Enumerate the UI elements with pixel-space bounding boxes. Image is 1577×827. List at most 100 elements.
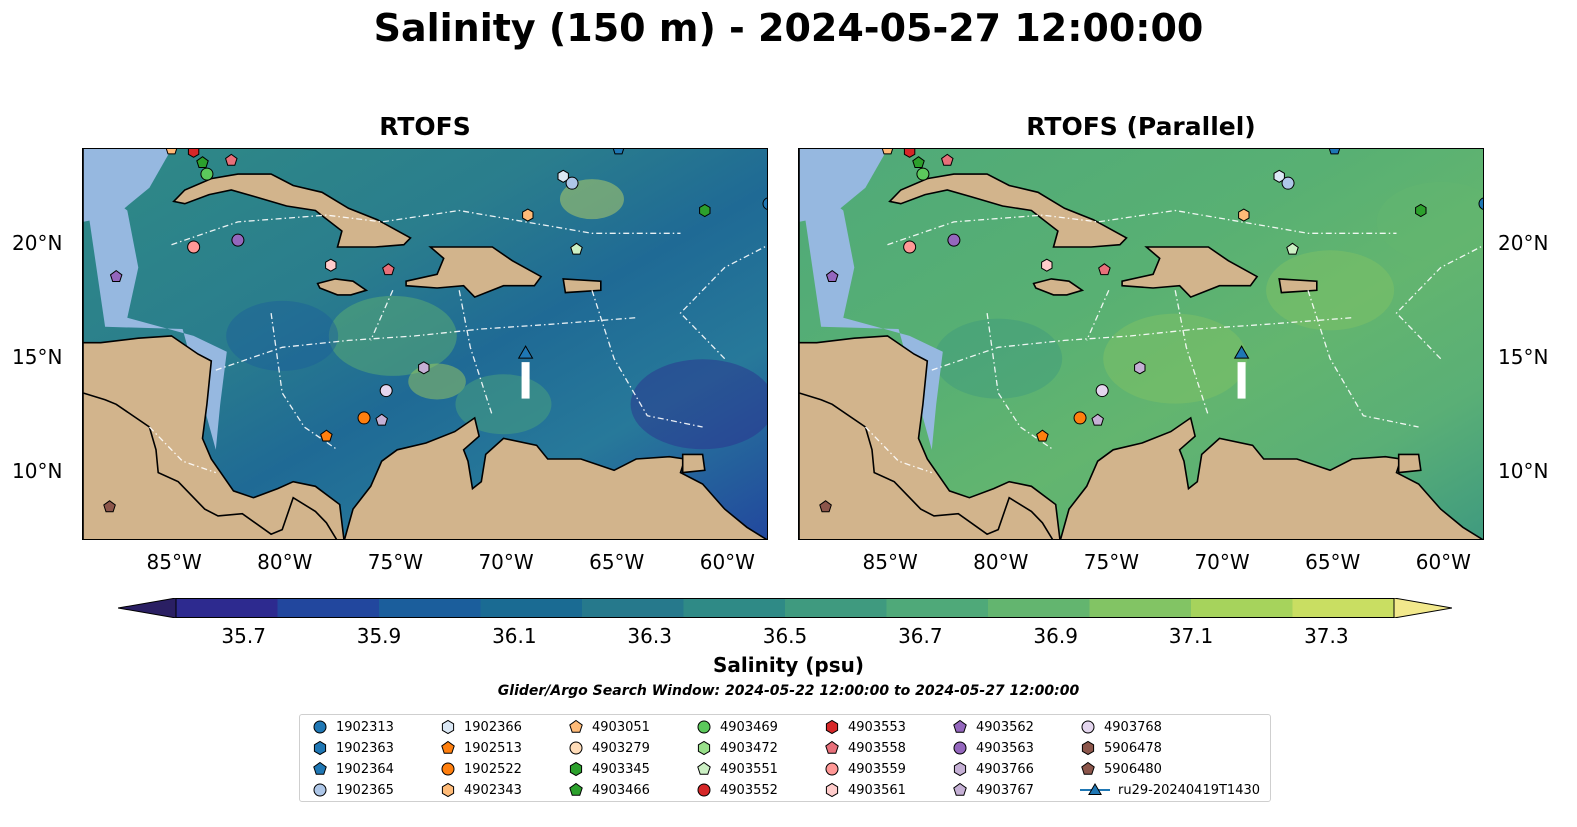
float-4903563[interactable] [947,233,961,247]
float-4903563[interactable] [231,233,245,247]
float-1902313[interactable] [1478,197,1484,210]
legend-label: ru29-20240419T1430 [1118,782,1261,798]
float-4903559[interactable] [187,240,201,254]
float-1902513[interactable] [1036,429,1049,442]
float-4903767[interactable] [1091,413,1104,426]
colorbar-tick-label: 36.1 [492,624,537,648]
legend-item: 4903558 [824,738,906,758]
float-4903551[interactable] [570,242,583,255]
float-1902522[interactable] [357,411,371,425]
legend-marker-icon [441,719,455,735]
float-5906480[interactable] [103,500,116,513]
lon-tick-label: 70°W [1194,550,1250,574]
float-4903558[interactable] [1098,263,1111,276]
legend-label: 4903279 [592,740,650,756]
float-1902364[interactable] [612,149,625,155]
float-1902365[interactable] [1281,176,1295,190]
float-4902343[interactable] [522,208,534,222]
float-1902522[interactable] [1073,411,1087,425]
legend-marker-icon [825,762,839,776]
legend-label: 1902363 [336,740,394,756]
float-4903466[interactable] [196,156,209,168]
float-4903766[interactable] [1134,361,1146,375]
legend-marker-icon [825,719,839,735]
lon-tick-label: 70°W [478,550,534,574]
figure-title: Salinity (150 m) - 2024-05-27 12:00:00 [373,6,1204,50]
legend-item: 1902364 [312,759,394,779]
legend: 1902313 1902363 1902364 1902365 1902366 19025… [299,714,1271,802]
float-4902343[interactable] [1238,208,1250,222]
float-1902313[interactable] [762,197,768,210]
panel-title-rtofs: RTOFS [379,112,471,141]
land-cuba [888,173,1128,248]
float-4903553[interactable] [903,149,916,158]
legend-label: 4903345 [592,761,650,777]
colorbar [117,597,1453,619]
legend-label: 4903767 [976,782,1034,798]
float-4903561[interactable] [1041,258,1053,272]
legend-marker-icon [569,719,583,733]
legend-marker-icon [1081,761,1095,775]
legend-marker-icon [1081,720,1095,734]
float-4903562[interactable] [109,269,123,282]
legend-label: 5906478 [1104,740,1162,756]
map-panel-rtofs-parallel[interactable] [798,148,1484,540]
float-4903766[interactable] [418,361,430,375]
float-4903561[interactable] [325,258,337,272]
float-4903051[interactable] [165,149,178,155]
legend-label: 4903766 [976,761,1034,777]
legend-marker-icon [697,783,711,797]
legend-marker-icon [825,740,839,754]
float-4903768[interactable] [379,384,393,398]
float-4903553[interactable] [187,149,200,158]
float-4903558[interactable] [382,263,395,276]
legend-label: 4903466 [592,782,650,798]
legend-item: 4903768 [1080,717,1162,737]
salinity-map [799,149,1484,539]
float-1902364[interactable] [1328,149,1341,155]
legend-item: 4903559 [824,759,906,779]
float-4903768[interactable] [1095,384,1109,398]
float-4903558[interactable] [941,153,954,166]
legend-marker-icon [313,783,327,797]
legend-item: 1902513 [440,738,522,758]
lat-tick-label: 10°N [1498,458,1549,483]
legend-marker-icon [569,741,583,755]
glider-marker[interactable] [1233,345,1250,359]
float-4903051[interactable] [881,149,894,155]
float-4903345[interactable] [699,203,711,218]
legend-marker-icon [697,761,711,775]
glider-marker[interactable] [517,345,534,359]
float-4903466[interactable] [912,156,925,168]
lon-tick-label: 65°W [1305,550,1361,574]
float-5906480[interactable] [819,500,832,513]
float-1902366[interactable] [557,169,569,183]
float-4903469[interactable] [200,167,214,181]
colorbar-tick-label: 37.1 [1168,624,1214,648]
float-4903345[interactable] [1415,203,1427,218]
legend-label: 4903559 [848,761,906,777]
legend-marker-icon [569,761,583,777]
float-4903767[interactable] [375,413,388,426]
legend-label: 1902313 [336,719,394,735]
land-central-america [83,149,345,539]
lat-tick-label: 15°N [1498,344,1549,369]
float-4903469[interactable] [916,167,930,181]
lon-tick-label: 85°W [146,550,202,574]
float-4903559[interactable] [903,240,917,254]
colorbar-label: Salinity (psu) [712,653,864,677]
colorbar-tick-label: 35.9 [356,624,402,648]
glider-track [1237,362,1246,399]
legend-item: 4903345 [568,759,650,779]
legend-marker-icon [441,740,455,754]
lat-tick-label: 20°N [1498,230,1549,255]
map-panel-rtofs[interactable] [82,148,768,540]
float-1902365[interactable] [565,176,579,190]
float-4903562[interactable] [825,269,839,282]
float-4903551[interactable] [1286,242,1299,255]
lat-tick-label: 15°N [12,344,63,369]
float-1902513[interactable] [320,429,333,442]
float-4903558[interactable] [225,153,238,166]
colorbar-tick-label: 36.7 [898,624,943,648]
float-1902366[interactable] [1273,169,1285,183]
